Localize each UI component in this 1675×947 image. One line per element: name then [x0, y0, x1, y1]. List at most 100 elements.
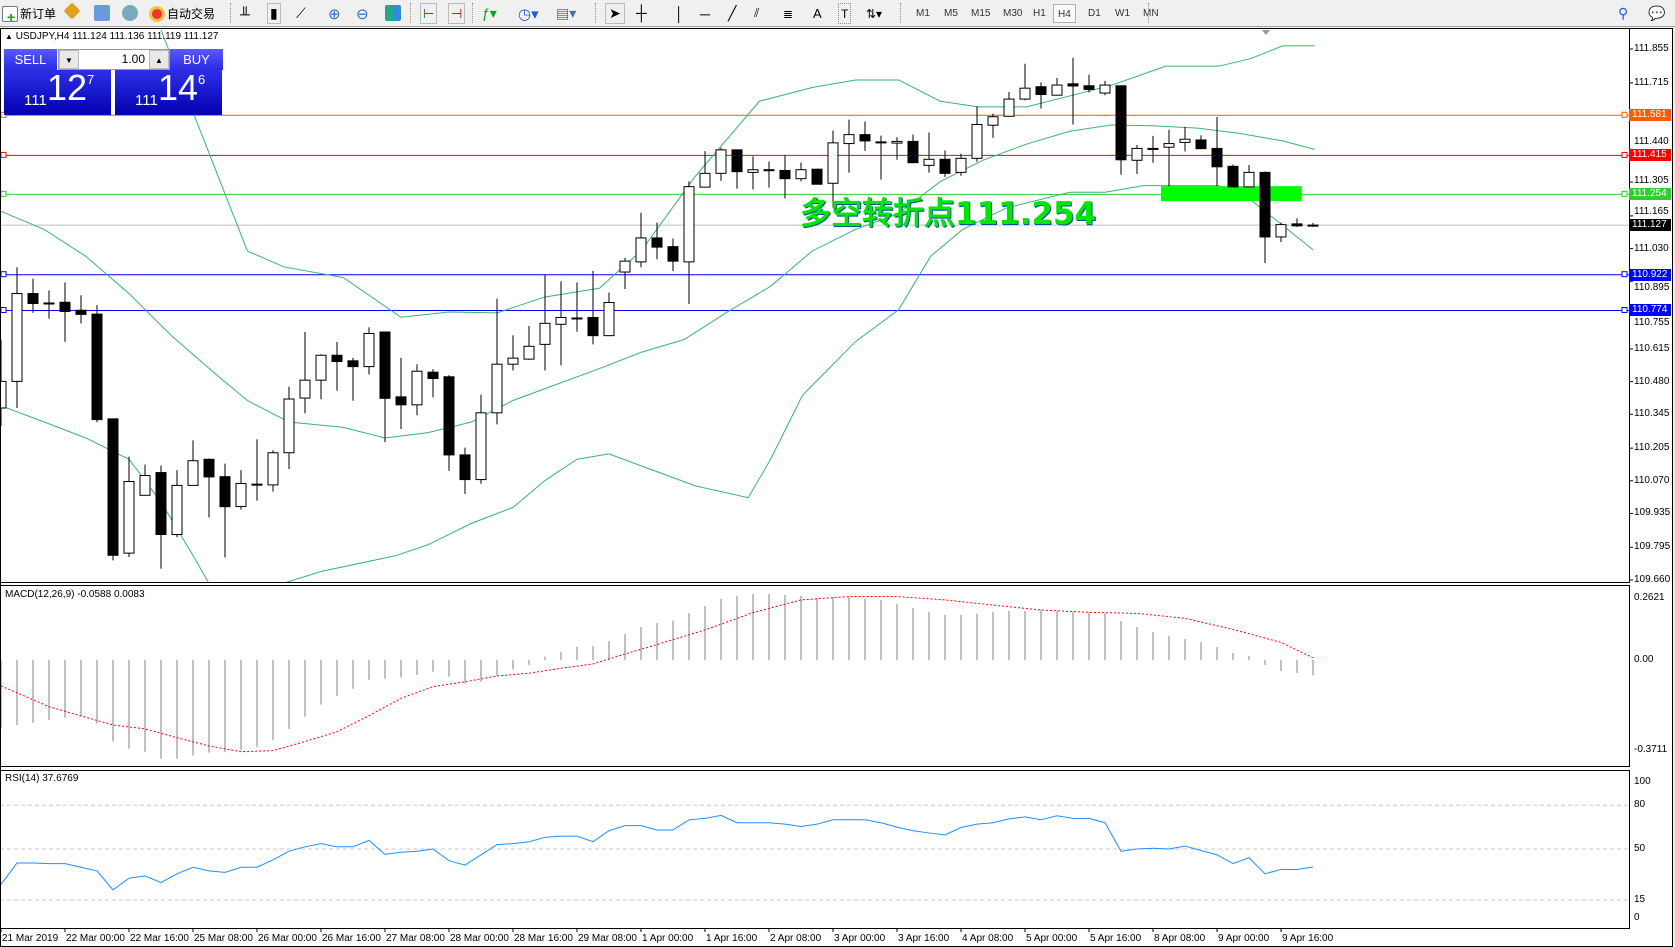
- line-chart-icon[interactable]: ⟋: [296, 5, 306, 21]
- timeframe-mn[interactable]: MN: [1143, 8, 1159, 19]
- text-icon[interactable]: A: [813, 6, 822, 21]
- bull-candle: [1179, 138, 1191, 143]
- auto-scroll-icon[interactable]: ⊣: [448, 3, 466, 24]
- bear-candle: [731, 149, 743, 173]
- new-order-icon: +: [2, 5, 18, 24]
- lot-size-field[interactable]: ▼ 1.00 ▲: [58, 49, 170, 70]
- collapse-triangle-icon[interactable]: ▲: [5, 32, 13, 41]
- bull-candle: [747, 169, 759, 173]
- chart-shift-icon[interactable]: ⊢: [420, 3, 438, 24]
- price-axis-label: 110.480: [1634, 375, 1670, 387]
- bear-candle: [779, 169, 791, 180]
- lot-decrease-icon[interactable]: ▼: [59, 50, 79, 69]
- trendline-icon[interactable]: ╱: [728, 5, 737, 21]
- price-axis-label: 109.935: [1634, 507, 1671, 519]
- line-handle: [1621, 271, 1628, 278]
- lot-increase-icon[interactable]: ▲: [149, 50, 169, 69]
- timeframe-h4[interactable]: H4: [1053, 4, 1076, 23]
- time-axis-label: 29 Mar 08:00: [578, 933, 637, 944]
- buy-price-tile[interactable]: 111 14 6: [115, 67, 222, 115]
- toolbar: + 新订单 自动交易 ╨ ▮ ⟋ ⊕ ⊖ ⊢ ⊣ ƒ▾ ◷▾ ▤▾ ➤ ┼ │ …: [0, 0, 1675, 27]
- bull-candle: [763, 169, 775, 172]
- buy-price-fraction: 6: [198, 72, 206, 87]
- time-axis-label: 26 Mar 00:00: [258, 933, 317, 944]
- zoom-out-icon[interactable]: ⊖: [356, 5, 369, 23]
- time-axis-label: 8 Apr 08:00: [1154, 933, 1206, 944]
- price-axis-label: 111.165: [1634, 206, 1669, 218]
- sell-price-tile[interactable]: 111 12 7: [4, 67, 111, 115]
- rsi-title: RSI(14) 37.6769: [5, 773, 79, 784]
- pane-border: [0, 28, 1630, 583]
- rsi-pane[interactable]: [0, 770, 1629, 928]
- bear-candle: [203, 458, 215, 478]
- horizontal-line-icon[interactable]: ─: [700, 5, 710, 22]
- bull-candle: [1275, 224, 1287, 238]
- bull-candle: [571, 317, 583, 320]
- bull-candle: [715, 149, 727, 174]
- candlestick-icon[interactable]: ▮: [267, 3, 281, 24]
- indicators-icon[interactable]: ƒ▾: [482, 5, 497, 21]
- sell-price-fraction: 7: [87, 72, 95, 87]
- macd-pane[interactable]: [0, 585, 1629, 766]
- timeframe-m5[interactable]: M5: [944, 8, 958, 19]
- bear-candle: [811, 168, 823, 185]
- navigator-icon[interactable]: [122, 5, 138, 21]
- bull-candle: [1147, 147, 1159, 150]
- chat-icon[interactable]: 💬: [1648, 5, 1666, 21]
- bear-candle: [1067, 83, 1079, 87]
- arrows-icon[interactable]: ⇅▾: [866, 6, 883, 21]
- time-axis-label: 9 Apr 16:00: [1282, 933, 1334, 944]
- buy-price-big: 111: [135, 92, 158, 109]
- timeframe-d1[interactable]: D1: [1088, 8, 1101, 19]
- cursor-icon[interactable]: ➤: [605, 3, 625, 24]
- bear-candle: [27, 293, 39, 304]
- search-icon[interactable]: ⚲: [1618, 5, 1629, 21]
- bull-candle: [187, 460, 199, 486]
- crosshair-icon[interactable]: ┼: [636, 5, 647, 22]
- bull-candle: [699, 172, 711, 188]
- bull-candle: [507, 357, 519, 365]
- bull-candle: [283, 398, 295, 454]
- price-chart[interactable]: [0, 28, 1629, 582]
- new-order-label: 新订单: [20, 7, 57, 21]
- timeframe-m1[interactable]: M1: [916, 8, 930, 19]
- text-label-icon[interactable]: T: [838, 3, 852, 24]
- rsi-axis-label: 100: [1634, 776, 1651, 787]
- price-axis-label: 109.795: [1634, 541, 1671, 553]
- price-axis-label: 111.715: [1634, 76, 1669, 88]
- pane-border: [0, 585, 1630, 767]
- vertical-line-icon[interactable]: │: [675, 5, 684, 22]
- bar-chart-icon[interactable]: ╨: [240, 5, 250, 22]
- bear-candle: [155, 472, 167, 535]
- fibonacci-icon[interactable]: ≣: [783, 6, 794, 21]
- timeframe-h1[interactable]: H1: [1033, 8, 1046, 19]
- price-axis-label: 111.440: [1634, 136, 1669, 148]
- timeframe-m15[interactable]: M15: [971, 8, 991, 19]
- bear-candle: [1291, 223, 1303, 227]
- bollinger-middle: [0, 124, 1315, 439]
- timeframe-w1[interactable]: W1: [1115, 8, 1130, 19]
- sell-button[interactable]: SELL: [4, 49, 57, 70]
- bear-candle: [459, 454, 471, 481]
- price-tag: 111.581: [1629, 109, 1671, 122]
- buy-button[interactable]: BUY: [170, 49, 223, 70]
- rsi-axis-label: 15: [1634, 894, 1646, 906]
- zoom-in-icon[interactable]: ⊕: [328, 5, 341, 23]
- periods-icon[interactable]: ◷▾: [518, 5, 539, 23]
- new-order-button[interactable]: + 新订单: [2, 3, 56, 24]
- pivot-annotation[interactable]: 多空转折点111.254: [800, 196, 1097, 232]
- tile-windows-icon[interactable]: [385, 5, 401, 21]
- lot-size-value[interactable]: 1.00: [121, 52, 145, 66]
- rsi-line: [0, 814, 1314, 891]
- time-axis-label: 5 Apr 16:00: [1090, 933, 1142, 944]
- bull-candle: [971, 123, 983, 159]
- bear-candle: [651, 237, 663, 248]
- separator: [230, 3, 231, 23]
- templates-icon[interactable]: ▤▾: [556, 5, 577, 21]
- bull-candle: [251, 483, 263, 486]
- data-window-icon[interactable]: [94, 5, 110, 21]
- bear-candle: [427, 371, 439, 379]
- timeframe-m30[interactable]: M30: [1003, 8, 1023, 19]
- equidistant-channel-icon[interactable]: ⫽: [754, 6, 760, 20]
- auto-trading-button[interactable]: 自动交易: [149, 3, 215, 24]
